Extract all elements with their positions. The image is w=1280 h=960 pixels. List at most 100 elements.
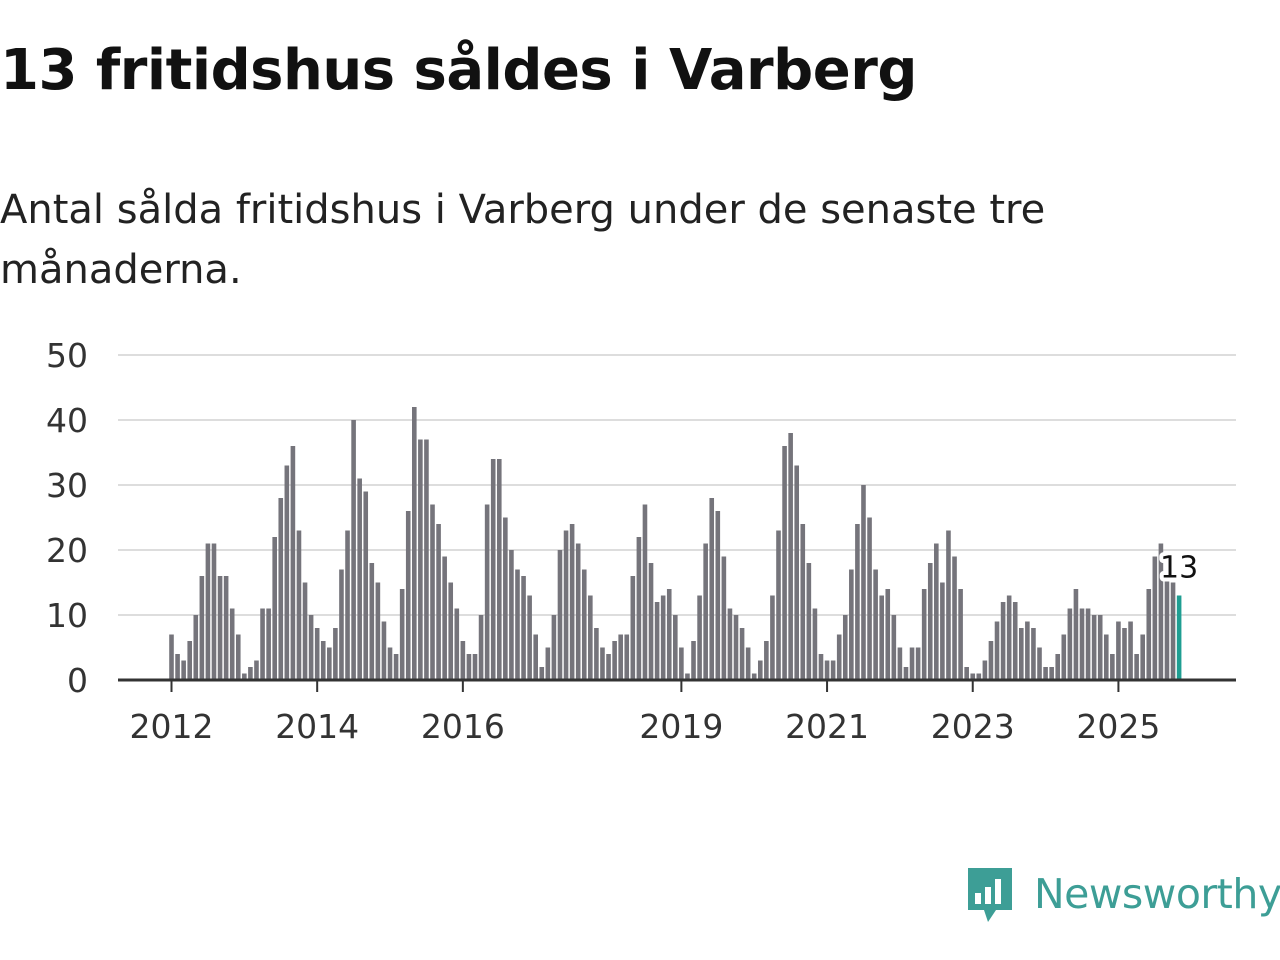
bar xyxy=(193,615,199,680)
bar xyxy=(861,485,866,680)
bar xyxy=(266,608,271,680)
bar xyxy=(1031,628,1036,680)
bar xyxy=(466,654,472,680)
bar xyxy=(290,446,296,680)
bar xyxy=(1000,602,1006,680)
bar xyxy=(885,589,891,680)
bar xyxy=(515,569,520,680)
bar xyxy=(242,673,247,680)
bar xyxy=(709,498,715,680)
bar xyxy=(1110,654,1115,680)
bar xyxy=(952,556,957,680)
bar xyxy=(606,654,611,680)
bar xyxy=(782,446,787,680)
bar xyxy=(739,628,745,680)
x-tick-label: 2023 xyxy=(931,707,1015,746)
bar xyxy=(260,608,265,680)
bar xyxy=(715,511,721,680)
chart-subtitle: Antal sålda fritidshus i Varberg under d… xyxy=(0,187,1046,293)
y-tick-label: 30 xyxy=(46,466,88,505)
bar xyxy=(333,628,338,680)
bar xyxy=(387,647,393,680)
bar xyxy=(1103,634,1109,680)
bar xyxy=(776,530,781,680)
chart-title: 13 fritidshus såldes i Varberg xyxy=(0,38,917,103)
bar xyxy=(539,667,545,680)
bar xyxy=(594,628,599,680)
bar xyxy=(630,576,636,680)
y-tick-label: 20 xyxy=(46,531,88,570)
bar xyxy=(484,504,490,680)
bar xyxy=(181,660,186,680)
bar xyxy=(1085,608,1091,680)
y-tick-label: 50 xyxy=(46,336,88,375)
bar xyxy=(509,550,514,680)
bar xyxy=(867,517,872,680)
bar xyxy=(1019,628,1024,680)
bar xyxy=(1079,608,1085,680)
bar xyxy=(1164,576,1170,680)
bar-chart-bubble-icon xyxy=(968,868,1012,922)
bar xyxy=(424,439,429,680)
x-tick-label: 2025 xyxy=(1076,707,1160,746)
bar xyxy=(1037,647,1042,680)
bar xyxy=(187,641,193,680)
bar xyxy=(940,582,945,680)
bar xyxy=(1006,595,1012,680)
bar xyxy=(211,543,217,680)
bar xyxy=(448,582,454,680)
bar xyxy=(575,543,581,680)
bar xyxy=(1067,608,1073,680)
bar xyxy=(327,647,332,680)
newsworthy-logo: Newsworthy xyxy=(964,864,1280,924)
bar xyxy=(296,530,302,680)
bar xyxy=(472,654,478,680)
bar xyxy=(308,615,314,680)
bar xyxy=(897,647,903,680)
bar xyxy=(235,634,241,680)
y-tick-label: 10 xyxy=(46,596,88,635)
bar xyxy=(855,524,860,680)
bar xyxy=(976,673,982,680)
bar xyxy=(764,641,769,680)
y-tick-label: 40 xyxy=(46,401,88,440)
bar xyxy=(545,647,551,680)
bar xyxy=(751,673,757,680)
bar xyxy=(648,563,654,680)
bar xyxy=(551,615,557,680)
bar xyxy=(757,660,763,680)
bar xyxy=(199,576,205,680)
bar xyxy=(830,660,836,680)
bar xyxy=(527,595,532,680)
bar xyxy=(800,524,806,680)
bar xyxy=(673,615,678,680)
x-axis: 2012 2014 2016 2019 2021 2023 2025 xyxy=(118,678,1236,746)
bar xyxy=(703,543,708,680)
bar xyxy=(503,517,508,680)
bar xyxy=(418,439,423,680)
bar-latest xyxy=(1176,595,1182,680)
bar xyxy=(927,563,933,680)
bar xyxy=(1025,621,1030,680)
latest-value-label: 13 xyxy=(1160,551,1198,586)
bar xyxy=(654,602,660,680)
bar xyxy=(412,407,417,680)
bar xyxy=(600,647,605,680)
bar xyxy=(745,647,751,680)
bar xyxy=(1146,589,1152,680)
bar xyxy=(836,634,842,680)
bar xyxy=(1128,621,1133,680)
bar xyxy=(982,660,988,680)
bar-chart: 0 10 20 30 40 50 2012 2014 2016 2019 2021 2023 2025… xyxy=(46,336,1236,746)
bar xyxy=(721,556,727,680)
bar xyxy=(946,530,951,680)
bar xyxy=(824,660,830,680)
bar xyxy=(915,647,921,680)
bar xyxy=(818,654,824,680)
bar xyxy=(1158,543,1164,680)
bar xyxy=(223,576,229,680)
bar xyxy=(873,569,878,680)
bar xyxy=(660,595,666,680)
bar xyxy=(879,595,884,680)
bar xyxy=(636,537,642,680)
